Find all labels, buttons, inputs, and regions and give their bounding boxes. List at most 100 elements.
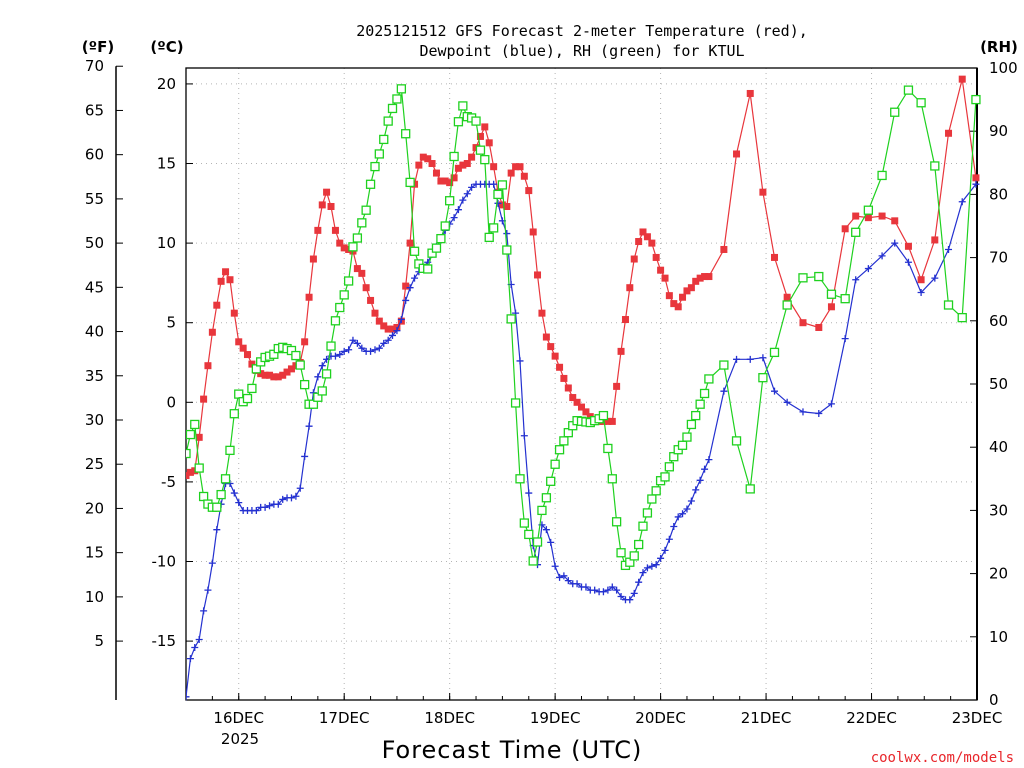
- rh-tick-label: 30: [989, 501, 1008, 519]
- dewpoint-point: [878, 252, 886, 260]
- rh-point: [541, 493, 552, 503]
- dewpoint-point: [384, 336, 392, 344]
- temperature-point: [551, 352, 559, 360]
- rh-point: [291, 350, 301, 361]
- temperature-point: [512, 163, 520, 171]
- rh-point: [616, 548, 626, 558]
- rh-point: [782, 300, 792, 310]
- dewpoint-point: [972, 180, 980, 188]
- dewpoint-point: [904, 258, 912, 266]
- temperature-point: [674, 303, 682, 311]
- temperature-point: [340, 244, 348, 252]
- rh-point: [392, 94, 402, 104]
- rh-point: [216, 489, 226, 500]
- dewpoint-point: [692, 486, 700, 494]
- dewpoint-point: [599, 588, 607, 596]
- temperature-series: [186, 75, 980, 480]
- dewpoint-point: [591, 586, 599, 594]
- temperature-point: [578, 403, 585, 411]
- rh-point: [745, 484, 755, 494]
- temperature-point: [257, 370, 265, 378]
- dewpoint-point: [380, 339, 388, 347]
- temperature-point: [200, 395, 208, 403]
- temperature-point: [569, 394, 577, 402]
- dewpoint-point: [393, 327, 401, 335]
- fahrenheit-tick-label: 10: [85, 588, 104, 606]
- rh-point: [769, 347, 780, 358]
- temperature-point: [635, 238, 643, 246]
- temperature-point: [608, 417, 616, 425]
- temperature-point: [701, 273, 709, 281]
- temperature-point: [679, 293, 687, 301]
- fahrenheit-unit-label: (ºF): [82, 38, 114, 56]
- dewpoint-point: [746, 355, 754, 363]
- dewpoint-point: [564, 577, 572, 585]
- dewpoint-point: [459, 196, 467, 204]
- rh-point: [445, 196, 455, 206]
- temperature-point: [827, 303, 835, 311]
- rh-point: [220, 474, 231, 484]
- rh-point: [506, 314, 516, 324]
- dewpoint-point: [200, 607, 208, 615]
- dewpoint-point: [630, 589, 638, 597]
- x-tick-label: 19DEC: [530, 709, 581, 727]
- temperature-point: [463, 160, 471, 168]
- rh-point: [475, 145, 486, 155]
- fahrenheit-tick-label: 15: [85, 544, 104, 562]
- temperature-point: [696, 274, 704, 282]
- dewpoint-point: [864, 265, 872, 273]
- temperature-point: [454, 164, 462, 172]
- temperature-point: [204, 362, 212, 370]
- dewpoint-point: [945, 245, 953, 253]
- dewpoint-point: [643, 564, 651, 572]
- dewpoint-point: [397, 316, 405, 324]
- temperature-point: [283, 368, 291, 376]
- temperature-point: [529, 228, 537, 236]
- rh-point: [851, 227, 861, 237]
- celsius-unit-label: (ºC): [150, 38, 183, 56]
- rh-point: [423, 264, 433, 274]
- temperature-point: [503, 202, 511, 210]
- temperature-point: [358, 269, 366, 277]
- temperature-point: [498, 201, 506, 209]
- rh-point: [890, 107, 900, 117]
- dewpoint-point: [556, 573, 564, 581]
- dewpoint-point: [841, 335, 849, 343]
- dewpoint-point: [674, 513, 682, 521]
- chart-title-line-1: 2025121512 GFS Forecast 2-meter Temperat…: [356, 22, 808, 40]
- dewpoint-point: [560, 572, 568, 580]
- dewpoint-point: [613, 586, 621, 594]
- rh-point: [480, 154, 490, 165]
- rh-point: [440, 221, 450, 231]
- rh-point: [699, 388, 710, 399]
- temperature-point: [384, 325, 392, 333]
- rh-point: [365, 179, 376, 189]
- temperature-point: [630, 255, 638, 263]
- rh-point: [903, 85, 914, 95]
- temperature-point: [437, 177, 445, 185]
- dewpoint-point: [208, 559, 216, 567]
- rh-point: [352, 233, 363, 243]
- dewpoint-line: [186, 183, 977, 697]
- temperature-point: [639, 228, 647, 236]
- dewpoint-point: [402, 296, 410, 304]
- rh-point: [647, 494, 657, 504]
- temperature-point: [235, 338, 243, 346]
- rh-point: [502, 245, 512, 255]
- rh-point: [339, 290, 349, 300]
- rh-point: [686, 419, 697, 430]
- rh-point: [519, 518, 529, 528]
- rh-point: [431, 243, 442, 253]
- rh-tick-label: 50: [989, 375, 1008, 393]
- dewpoint-point: [331, 352, 339, 360]
- rh-point: [396, 84, 407, 94]
- rh-tick-label: 80: [989, 185, 1008, 203]
- dewpoint-point: [266, 502, 274, 510]
- dewpoint-point: [648, 562, 656, 570]
- rh-point: [731, 436, 742, 446]
- temperature-point: [670, 300, 678, 308]
- x-tick-label: 20DEC: [635, 709, 686, 727]
- rh-point: [330, 316, 341, 326]
- temperature-point: [213, 301, 221, 309]
- rh-point: [554, 445, 565, 455]
